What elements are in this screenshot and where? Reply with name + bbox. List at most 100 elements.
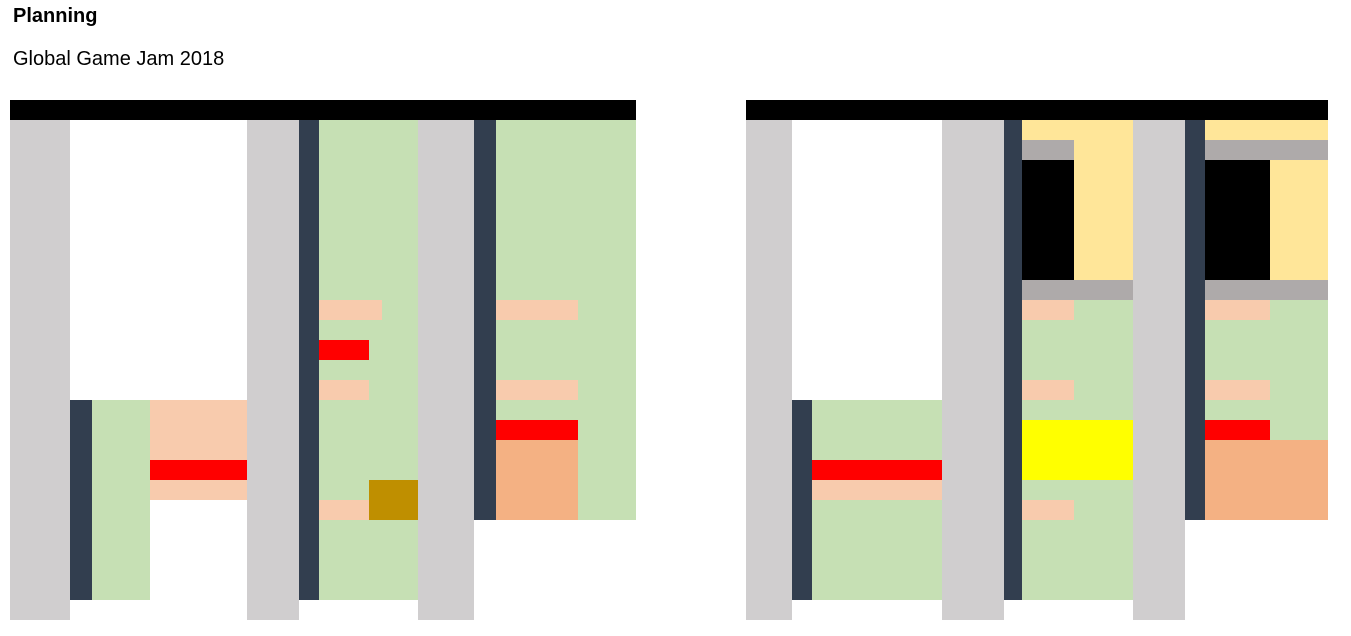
page-subtitle: Global Game Jam 2018 — [13, 48, 225, 70]
hour-index — [792, 520, 812, 540]
my-groupforming-bg — [812, 480, 942, 500]
hour-index — [792, 580, 812, 600]
hour-index — [70, 540, 92, 560]
time-cell — [247, 160, 299, 180]
event-cell — [150, 400, 247, 420]
hour-index — [1004, 360, 1022, 380]
event-cell — [496, 460, 636, 480]
hour-index — [70, 560, 92, 580]
time-cell — [746, 440, 792, 460]
time-cell — [746, 580, 792, 600]
hour-index — [792, 400, 812, 420]
event-cell — [496, 380, 636, 400]
count-cell — [1205, 380, 1323, 400]
event-cell — [496, 300, 636, 320]
hour-index — [299, 220, 319, 240]
hour-index — [792, 540, 812, 560]
my-sun-top-bg — [1205, 120, 1328, 140]
time-cell — [1133, 600, 1185, 620]
hour-index — [70, 500, 92, 520]
time-cell — [1133, 440, 1185, 460]
hour-index — [1185, 340, 1205, 360]
event-cell — [1022, 260, 1133, 280]
time-cell — [10, 180, 70, 200]
time-cell — [247, 120, 299, 140]
time-cell — [10, 220, 70, 240]
event-cell — [369, 500, 418, 520]
count-cell — [812, 560, 918, 580]
time-cell — [1133, 580, 1185, 600]
time-cell — [942, 220, 1004, 240]
saturday-events-bg — [319, 120, 418, 600]
hour-index — [1004, 460, 1022, 480]
time-cell — [418, 260, 474, 280]
event-cell — [1205, 260, 1328, 280]
time-cell — [247, 340, 299, 360]
time-cell — [418, 460, 474, 480]
praesentation-bg — [496, 440, 578, 520]
time-cell — [1133, 360, 1185, 380]
section-label — [13, 84, 213, 98]
time-cell — [10, 600, 70, 620]
time-cell — [247, 260, 299, 280]
time-cell — [1133, 320, 1185, 340]
hour-index — [299, 140, 319, 160]
time-cell — [942, 140, 1004, 160]
day-header — [249, 100, 309, 120]
my-keynote-bg — [812, 460, 942, 480]
hour-index — [1185, 480, 1205, 500]
event-cell — [496, 500, 636, 520]
count-cell — [1205, 320, 1323, 340]
hour-index — [70, 460, 92, 480]
fruehstueck-bg — [319, 300, 382, 320]
time-cell — [247, 440, 299, 460]
hour-index — [1185, 160, 1205, 180]
hour-index — [1185, 320, 1205, 340]
time-cell — [10, 200, 70, 220]
time-cell — [10, 340, 70, 360]
time-cell — [746, 280, 792, 300]
hour-index — [1004, 380, 1022, 400]
time-cell — [247, 600, 299, 620]
time-cell — [942, 160, 1004, 180]
time-cell — [418, 500, 474, 520]
events-header — [323, 100, 383, 120]
hour-index — [474, 240, 496, 260]
time-cell — [942, 400, 1004, 420]
my-sun-sleep-bg — [1205, 160, 1270, 280]
event-cell — [1022, 180, 1133, 200]
time-cell — [942, 180, 1004, 200]
time-cell — [418, 400, 474, 420]
time-cell — [418, 200, 474, 220]
hour-index — [792, 440, 812, 460]
hour-index — [299, 320, 319, 340]
event-cell — [1205, 240, 1328, 260]
time-cell — [247, 180, 299, 200]
count-cell — [812, 480, 918, 500]
hour-index — [1185, 280, 1205, 300]
time-cell — [247, 400, 299, 420]
hour-index — [299, 340, 319, 360]
hour-index — [1185, 140, 1205, 160]
event-cell — [496, 480, 636, 500]
time-cell — [418, 220, 474, 240]
day-header — [748, 100, 808, 120]
event-cell — [92, 480, 150, 500]
time-cell — [942, 340, 1004, 360]
hour-index — [474, 220, 496, 240]
talks-bg — [150, 400, 247, 460]
time-cell — [746, 160, 792, 180]
hour-index — [474, 400, 496, 420]
time-cell — [942, 240, 1004, 260]
hour-index — [1004, 500, 1022, 520]
time-cell — [1133, 340, 1185, 360]
hour-index — [474, 340, 496, 360]
time-cell — [942, 580, 1004, 600]
day-header — [944, 100, 1004, 120]
hour-index — [1004, 280, 1022, 300]
time-cell — [1133, 480, 1185, 500]
time-cell — [1133, 120, 1185, 140]
day-header — [1135, 100, 1195, 120]
event-cell — [150, 460, 247, 480]
count-cell — [1022, 540, 1117, 560]
